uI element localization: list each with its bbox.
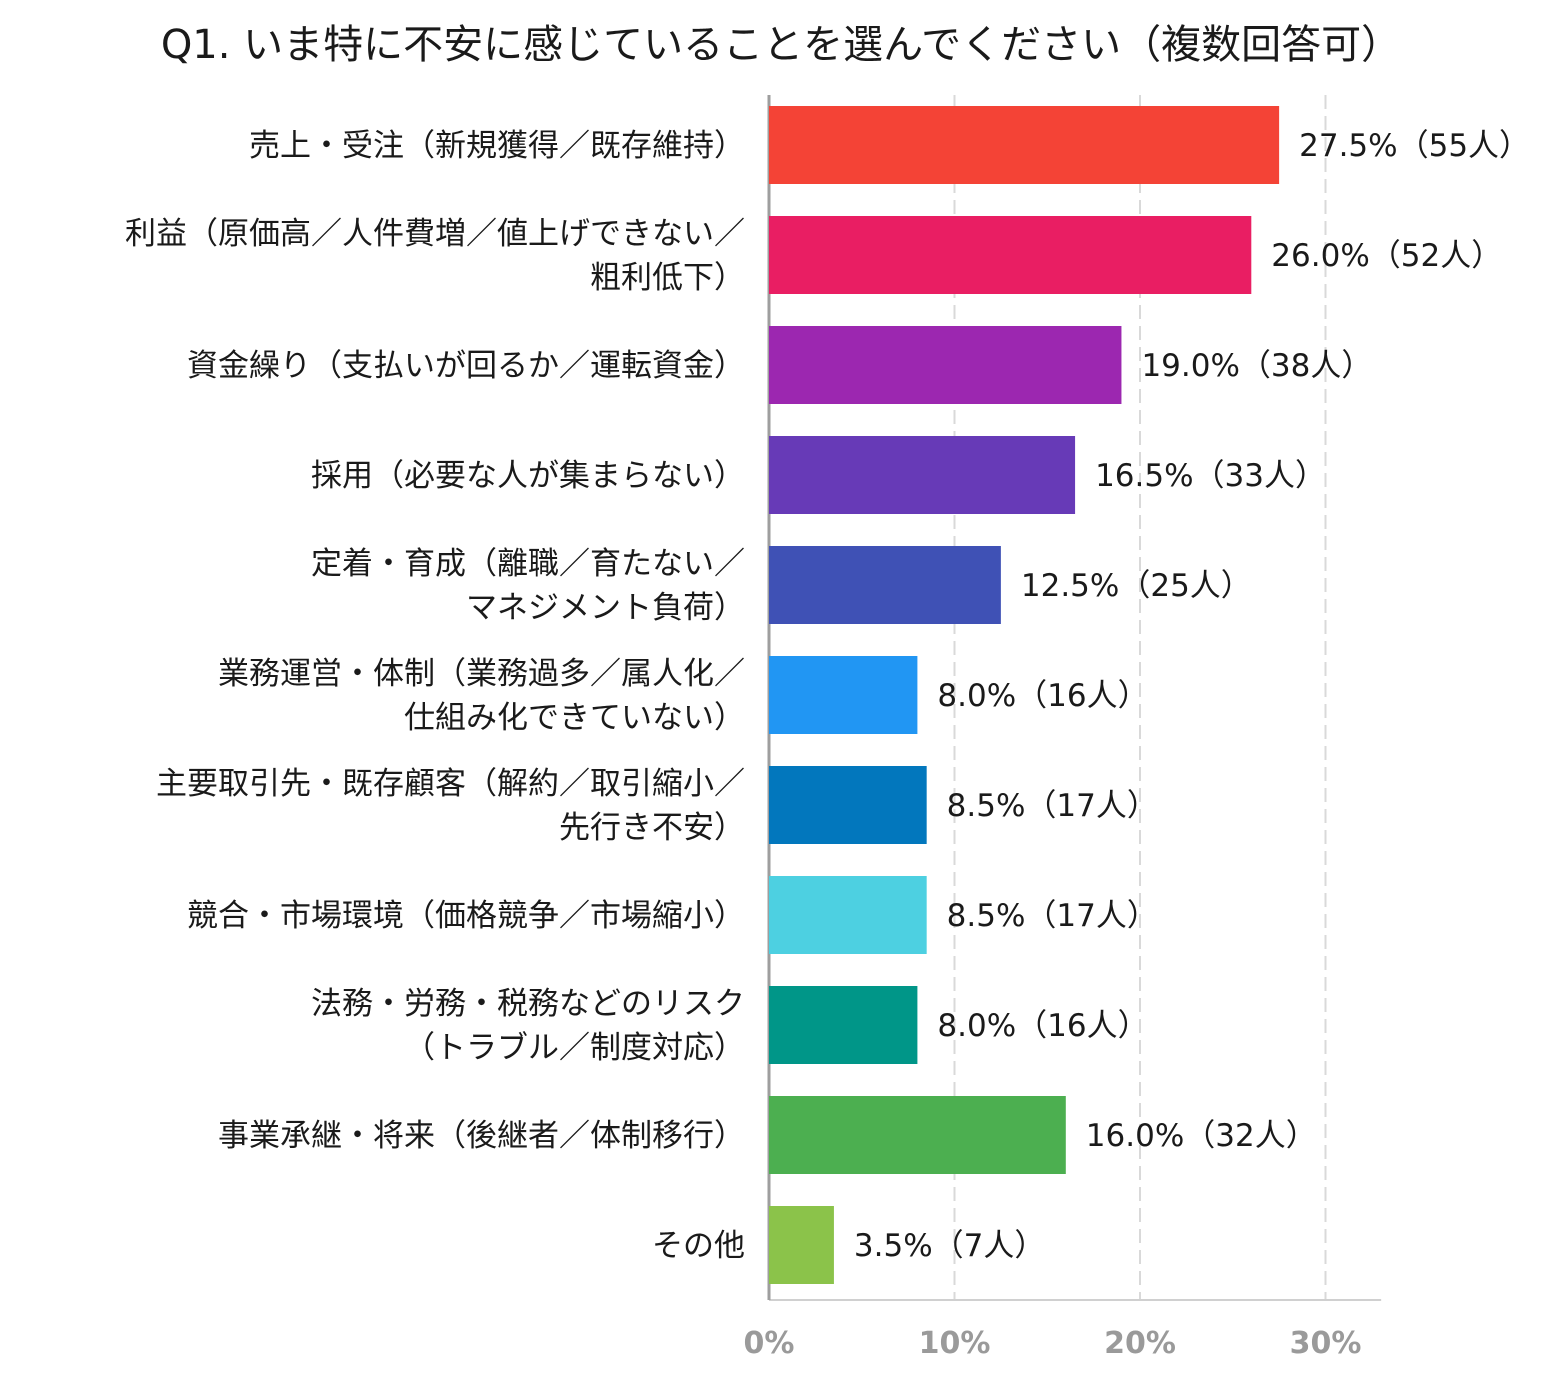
bars-layer xyxy=(769,106,1280,1284)
bar xyxy=(769,656,918,734)
category-label: 主要取引先・既存顧客（解約／取引縮小／ xyxy=(156,766,745,802)
data-label: 26.0%（52人） xyxy=(1271,238,1502,274)
category-label: 競合・市場環境（価格競争／市場縮小） xyxy=(187,898,745,934)
category-label: （トラブル／制度対応） xyxy=(404,1030,745,1066)
bar xyxy=(769,876,927,954)
category-label: 法務・労務・税務などのリスク xyxy=(311,986,745,1022)
bar xyxy=(769,106,1280,184)
category-label: 売上・受注（新規獲得／既存維持） xyxy=(249,128,745,164)
category-labels: 売上・受注（新規獲得／既存維持） 利益（原価高／人件費増／値上げできない／ 粗利低下… xyxy=(125,128,745,1264)
bar xyxy=(769,546,1001,624)
data-label: 8.0%（16人） xyxy=(937,1008,1148,1044)
data-label: 3.5%（7人） xyxy=(854,1228,1045,1264)
category-label: 定着・育成（離職／育たない／ xyxy=(311,546,745,582)
category-label: マネジメント負荷） xyxy=(466,590,745,626)
category-label: 粗利低下） xyxy=(590,260,745,296)
bar xyxy=(769,1206,834,1284)
data-label: 19.0%（38人） xyxy=(1141,348,1372,384)
x-tick-label: 0% xyxy=(744,1326,795,1361)
data-label: 8.5%（17人） xyxy=(947,898,1158,934)
bar xyxy=(769,326,1122,404)
data-label: 12.5%（25人） xyxy=(1021,568,1252,604)
x-axis-ticks: 0% 10% 20% 30% xyxy=(744,1326,1362,1361)
category-label: 事業承継・将来（後継者／体制移行） xyxy=(218,1118,745,1154)
category-label: 利益（原価高／人件費増／値上げできない／ xyxy=(125,216,745,252)
category-label: 資金繰り（支払いが回るか／運転資金） xyxy=(187,348,745,384)
x-tick-label: 30% xyxy=(1290,1326,1362,1361)
category-label: その他 xyxy=(652,1228,745,1264)
category-label: 仕組み化できていない） xyxy=(404,700,745,736)
category-label: 先行き不安） xyxy=(559,810,745,846)
data-label: 8.0%（16人） xyxy=(937,678,1148,714)
x-tick-label: 10% xyxy=(919,1326,991,1361)
bar xyxy=(769,766,927,844)
category-label: 採用（必要な人が集まらない） xyxy=(311,458,745,494)
data-label: 16.5%（33人） xyxy=(1095,458,1326,494)
data-label: 27.5%（55人） xyxy=(1299,128,1530,164)
data-label: 8.5%（17人） xyxy=(947,788,1158,824)
data-labels: 27.5%（55人） 26.0%（52人） 19.0%（38人） 16.5%（33人）… xyxy=(854,128,1530,1264)
category-label: 業務運営・体制（業務過多／属人化／ xyxy=(218,656,745,692)
bar xyxy=(769,436,1076,514)
data-label: 16.0%（32人） xyxy=(1086,1118,1317,1154)
chart-title: Q1. いま特に不安に感じていることを選んでください（複数回答可） xyxy=(161,22,1401,68)
bar xyxy=(769,216,1252,294)
bar xyxy=(769,1096,1066,1174)
bar xyxy=(769,986,918,1064)
x-tick-label: 20% xyxy=(1104,1326,1176,1361)
